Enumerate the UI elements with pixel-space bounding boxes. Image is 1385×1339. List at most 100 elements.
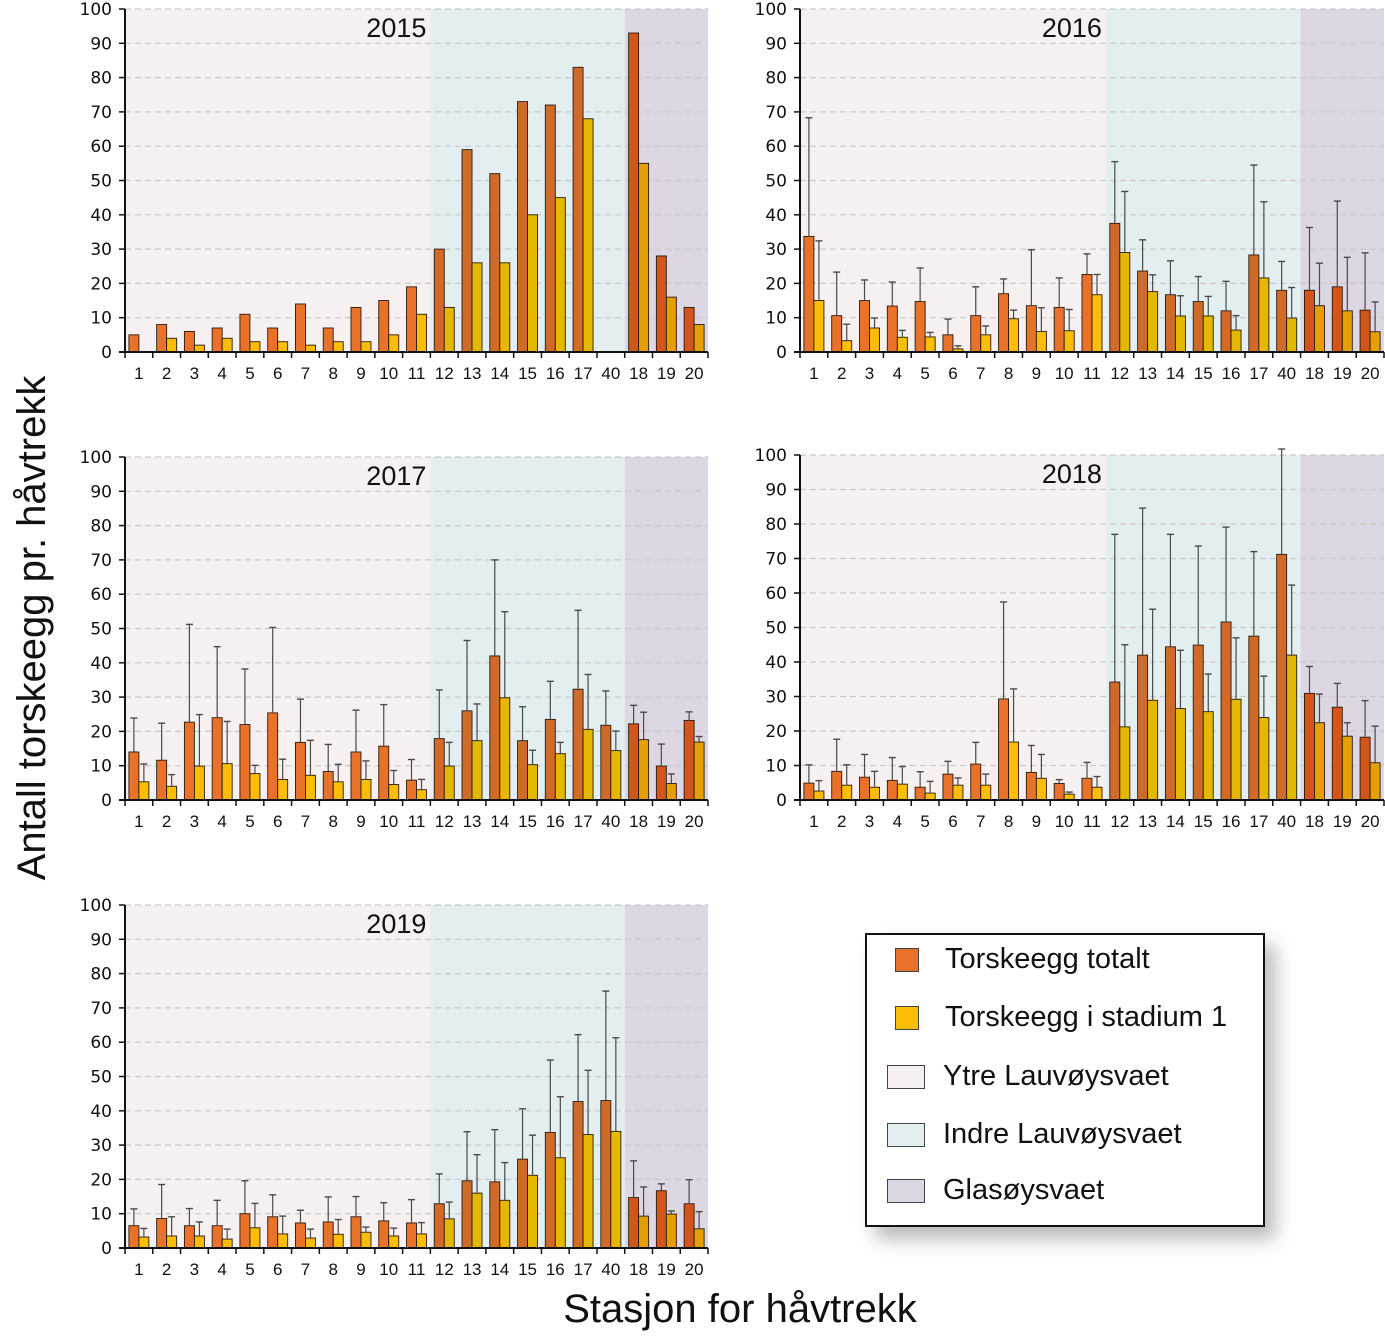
bar-stage1-13 (1147, 699, 1159, 801)
bar-stage1-17 (582, 1134, 594, 1249)
y-tick-label: 10 (765, 309, 787, 329)
bar-stage1-15 (527, 764, 538, 801)
x-tick-label: 8 (1004, 812, 1013, 831)
y-tick-label: 60 (90, 585, 112, 605)
bar-total-19 (655, 765, 667, 801)
x-tick-label: 7 (976, 364, 985, 383)
legend-label-indre: Indre Lauvøysvaet (943, 1118, 1182, 1150)
bar-stage1-40 (610, 1130, 622, 1249)
x-tick-label: 3 (190, 364, 199, 383)
bar-total-20 (683, 719, 695, 801)
bar-total-9 (1025, 305, 1037, 353)
y-tick-label: 70 (90, 551, 112, 571)
bar-stage1-18 (638, 1215, 650, 1249)
bar-stage1-16 (554, 197, 566, 353)
x-tick-label: 5 (920, 364, 929, 383)
bar-stage1-1 (138, 1236, 150, 1249)
bar-stage1-20 (1369, 331, 1381, 353)
y-tick-label: 40 (765, 653, 787, 673)
bar-stage1-15 (527, 1174, 538, 1249)
x-tick-label: 7 (301, 364, 310, 383)
y-tick-label: 80 (90, 965, 112, 985)
x-tick-label: 20 (685, 812, 704, 831)
bar-total-8 (998, 698, 1010, 801)
y-tick-label: 60 (765, 584, 787, 604)
bar-total-20 (1359, 309, 1371, 353)
y-tick-label: 50 (90, 172, 112, 192)
x-tick-label: 2 (162, 1260, 171, 1279)
bar-stage1-19 (665, 296, 677, 353)
bar-total-10 (1053, 306, 1065, 353)
x-axis-title: Stasjon for håvtrekk (563, 1287, 917, 1331)
x-tick-label: 18 (1305, 364, 1324, 383)
bar-stage1-4 (896, 783, 908, 801)
x-tick-label: 9 (356, 364, 365, 383)
x-tick-label: 17 (574, 1260, 593, 1279)
x-tick-label: 4 (217, 364, 226, 383)
x-tick-label: 7 (301, 1260, 310, 1279)
legend-label-glasoy: Glasøysvaet (943, 1174, 1105, 1206)
bar-total-8 (322, 1221, 334, 1249)
x-tick-label: 4 (893, 812, 902, 831)
bar-total-17 (572, 66, 584, 353)
bar-stage1-5 (924, 336, 936, 353)
y-axis-title: Antall torskeegg pr. håvtrekk (10, 375, 54, 881)
bar-total-4 (886, 305, 898, 353)
bar-total-12 (1109, 222, 1121, 353)
x-tick-label: 11 (1083, 364, 1101, 383)
bar-total-9 (350, 751, 362, 801)
x-tick-label: 13 (1138, 364, 1157, 383)
y-tick-label: 30 (765, 688, 787, 708)
x-tick-label: 40 (1277, 364, 1296, 383)
y-tick-label: 10 (90, 1205, 112, 1225)
bar-stage1-14 (499, 1199, 511, 1249)
bar-stage1-3 (193, 1235, 205, 1249)
x-tick-label: 12 (435, 364, 454, 383)
x-tick-label: 2 (837, 364, 846, 383)
x-tick-label: 9 (1032, 812, 1041, 831)
legend-item-indre: Indre Lauvøysvaet (867, 1118, 1182, 1151)
bar-stage1-13 (1147, 291, 1159, 353)
bar-total-2 (156, 1218, 168, 1249)
bar-total-14 (489, 173, 501, 353)
bar-total-12 (433, 248, 445, 353)
bar-stage1-40 (1286, 654, 1298, 801)
y-tick-label: 40 (90, 654, 112, 674)
bar-total-20 (1359, 736, 1371, 801)
x-tick-label: 15 (518, 364, 537, 383)
y-tick-label: 50 (765, 619, 787, 639)
bar-stage1-8 (332, 781, 344, 801)
bar-stage1-10 (1063, 330, 1075, 353)
bar-stage1-19 (1341, 310, 1353, 353)
x-tick-label: 11 (1083, 812, 1101, 831)
bar-stage1-7 (305, 344, 316, 353)
legend-swatch-indre (887, 1122, 925, 1147)
bar-stage1-1 (813, 790, 825, 801)
bar-stage1-11 (1091, 294, 1103, 353)
y-tick-label: 80 (765, 515, 787, 535)
bar-total-14 (489, 655, 501, 801)
bar-stage1-16 (554, 753, 566, 801)
x-tick-label: 9 (1032, 364, 1041, 383)
x-tick-label: 17 (1249, 812, 1268, 831)
bar-stage1-20 (693, 324, 705, 353)
bar-stage1-19 (1341, 735, 1353, 801)
x-tick-label: 19 (1333, 812, 1352, 831)
x-tick-label: 13 (463, 1260, 482, 1279)
bar-total-16 (544, 1131, 556, 1249)
bar-stage1-7 (980, 784, 992, 801)
bar-total-9 (1025, 771, 1037, 801)
y-tick-label: 60 (765, 137, 787, 157)
x-tick-label: 16 (546, 812, 565, 831)
bar-stage1-3 (869, 786, 880, 801)
bar-total-40 (600, 724, 612, 801)
bar-total-20 (683, 1203, 695, 1249)
bar-stage1-10 (388, 334, 400, 353)
x-tick-label: 19 (657, 364, 676, 383)
bar-total-15 (517, 101, 528, 353)
bar-total-3 (859, 776, 870, 801)
x-tick-label: 14 (1166, 812, 1185, 831)
x-tick-label: 5 (245, 1260, 254, 1279)
bar-stage1-8 (332, 1233, 344, 1249)
